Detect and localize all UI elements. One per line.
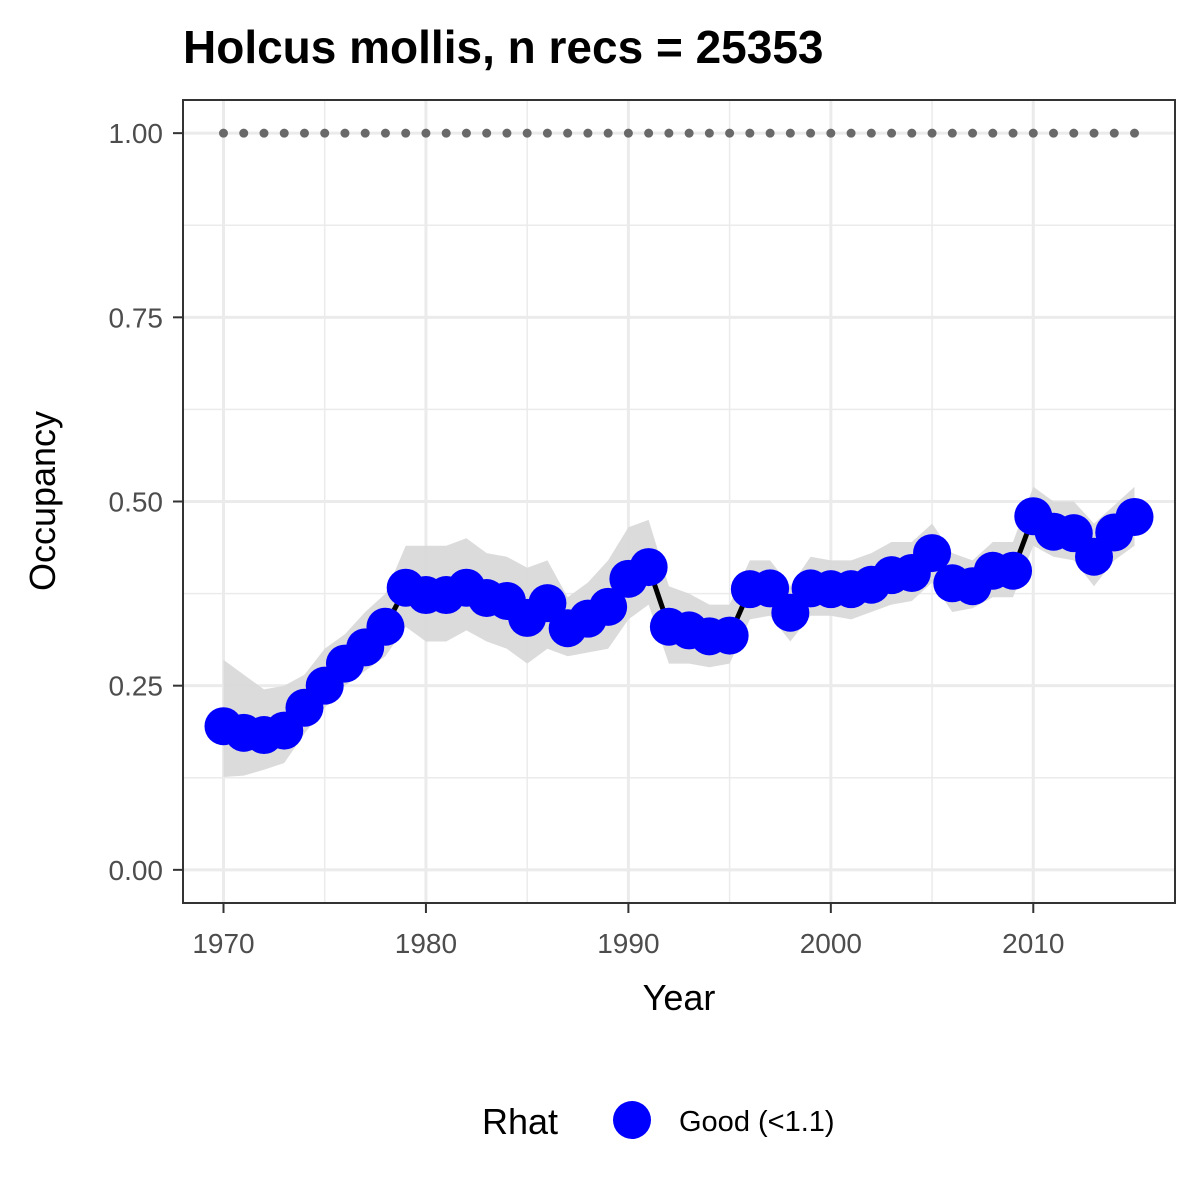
reference-dot xyxy=(279,128,289,138)
reference-dot xyxy=(1028,128,1038,138)
y-axis-title: Occupancy xyxy=(22,411,63,591)
reference-dot xyxy=(968,128,978,138)
reference-dot xyxy=(502,128,512,138)
reference-dot xyxy=(947,128,957,138)
reference-dot xyxy=(765,128,775,138)
reference-dot xyxy=(866,128,876,138)
reference-dot xyxy=(239,128,249,138)
reference-line xyxy=(218,128,1140,138)
reference-dot xyxy=(583,128,593,138)
reference-dot xyxy=(704,128,714,138)
reference-dot xyxy=(259,128,269,138)
reference-dot xyxy=(1049,128,1059,138)
data-point xyxy=(366,607,405,646)
reference-dot xyxy=(461,128,471,138)
reference-dot xyxy=(401,128,411,138)
reference-dot xyxy=(664,128,674,138)
reference-dot xyxy=(1089,128,1099,138)
x-tick-label: 1980 xyxy=(395,928,457,959)
x-axis-title: Year xyxy=(643,977,716,1018)
data-point xyxy=(589,587,628,626)
y-tick-label: 0.00 xyxy=(109,855,164,886)
reference-dot xyxy=(826,128,836,138)
reference-dot xyxy=(1008,128,1018,138)
reference-dot xyxy=(988,128,998,138)
reference-dot xyxy=(887,128,897,138)
reference-dot xyxy=(320,128,330,138)
data-point xyxy=(913,534,952,573)
reference-dot xyxy=(907,128,917,138)
reference-dot xyxy=(522,128,532,138)
data-point xyxy=(629,548,668,587)
reference-dot xyxy=(1130,128,1140,138)
data-points xyxy=(204,497,1154,755)
reference-dot xyxy=(846,128,856,138)
x-axis-ticks: 1970 1980 1990 2000 2010 xyxy=(192,903,1064,959)
reference-dot xyxy=(542,128,552,138)
reference-dot xyxy=(380,128,390,138)
reference-dot xyxy=(806,128,816,138)
reference-dot xyxy=(745,128,755,138)
reference-dot xyxy=(299,128,309,138)
reference-dot xyxy=(421,128,431,138)
reference-dot xyxy=(441,128,451,138)
reference-dot xyxy=(603,128,613,138)
reference-dot xyxy=(927,128,937,138)
x-tick-label: 2000 xyxy=(800,928,862,959)
reference-dot xyxy=(482,128,492,138)
y-tick-label: 0.75 xyxy=(109,302,164,333)
legend-key-dot xyxy=(613,1101,651,1139)
reference-dot xyxy=(725,128,735,138)
reference-dot xyxy=(785,128,795,138)
x-tick-label: 1990 xyxy=(597,928,659,959)
x-tick-label: 1970 xyxy=(192,928,254,959)
legend-title: Rhat xyxy=(482,1101,558,1142)
reference-dot xyxy=(218,128,228,138)
y-axis-ticks: 0.00 0.25 0.50 0.75 1.00 xyxy=(109,118,183,886)
legend-label: Good (<1.1) xyxy=(679,1106,835,1138)
data-point xyxy=(994,551,1033,590)
reference-dot xyxy=(360,128,370,138)
reference-dot xyxy=(623,128,633,138)
reference-dot xyxy=(563,128,573,138)
chart-title: Holcus mollis, n recs = 25353 xyxy=(183,21,824,73)
reference-dot xyxy=(340,128,350,138)
data-point xyxy=(1115,497,1154,536)
x-tick-label: 2010 xyxy=(1002,928,1064,959)
y-tick-label: 0.25 xyxy=(109,671,164,702)
y-tick-label: 1.00 xyxy=(109,118,164,149)
legend: Rhat Good (<1.1) xyxy=(482,1101,835,1142)
y-tick-label: 0.50 xyxy=(109,487,164,518)
data-point xyxy=(710,616,749,655)
reference-dot xyxy=(684,128,694,138)
reference-dot xyxy=(644,128,654,138)
reference-dot xyxy=(1109,128,1119,138)
reference-dot xyxy=(1069,128,1079,138)
